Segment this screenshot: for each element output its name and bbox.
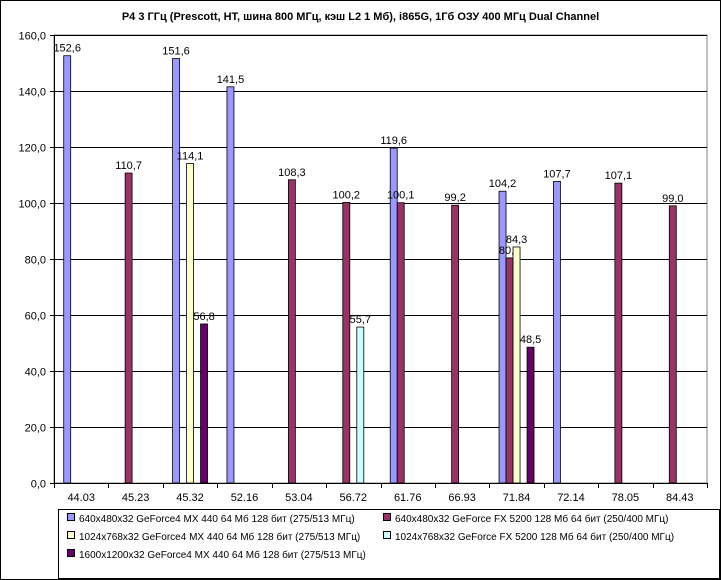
legend-item-5: 1600x1200x32 GeForce4 MX 440 64 Мб 128 б… <box>67 549 366 563</box>
data-label: 99,2 <box>444 192 465 204</box>
legend-item-2: 640x480x32 GeForce FX 5200 128 Мб 64 бит… <box>383 513 668 527</box>
data-label: 141,5 <box>217 74 245 86</box>
x-tick-label: 53.04 <box>285 492 313 504</box>
bar-s2-53.04 <box>287 179 296 484</box>
chart-title: P4 3 ГГц (Prescott, HT, шина 800 МГц, кэ… <box>121 11 600 23</box>
x-tick-label: 61.76 <box>394 492 422 504</box>
bar-s1-45.32 <box>172 58 180 484</box>
data-label: 108,3 <box>278 167 306 179</box>
data-label: 99,0 <box>662 193 683 205</box>
bar-s1-52.16 <box>226 86 235 484</box>
y-tick-label: 40,0 <box>25 367 46 379</box>
x-tick-label: 78.05 <box>612 492 640 504</box>
legend-label-4: 1024x768x32 GeForce FX 5200 128 Мб 64 би… <box>395 532 675 543</box>
data-label: 119,6 <box>380 135 407 147</box>
y-tick-label: 0,0 <box>31 479 46 491</box>
bar-s2-66.93 <box>451 204 460 484</box>
data-label: 110,7 <box>115 160 142 172</box>
bar-s2-56.72 <box>342 202 351 484</box>
x-tick-label: 45.32 <box>176 492 204 504</box>
y-tick-label: 140,0 <box>18 87 46 99</box>
data-label: 107,1 <box>605 170 633 182</box>
legend-swatch-4 <box>383 531 391 539</box>
data-label: 104,2 <box>489 178 517 190</box>
x-tick-label: 56.72 <box>340 492 368 504</box>
y-tick-label: 160,0 <box>18 31 46 43</box>
legend-swatch-3 <box>67 531 75 539</box>
legend-item-1: 640x480x32 GeForce4 MX 440 64 Мб 128 бит… <box>67 513 355 527</box>
y-tick-label: 120,0 <box>18 143 46 155</box>
x-tick-label: 84.43 <box>666 492 694 504</box>
data-label: 100,2 <box>333 189 361 201</box>
y-tick-label: 80,0 <box>25 255 46 267</box>
data-label: 48,5 <box>520 334 541 346</box>
legend-swatch-5 <box>67 549 75 557</box>
bar-s1-44.03 <box>63 55 72 484</box>
bar-s2-78.05 <box>614 182 623 484</box>
bar-s4-56.72 <box>356 326 365 484</box>
bar-s2-71.84 <box>505 257 514 484</box>
x-tick-label: 66.93 <box>448 492 476 504</box>
bar-s2-61.76 <box>396 202 405 484</box>
bar-s5-45.32 <box>200 323 208 484</box>
x-tick-label: 52.16 <box>231 492 259 504</box>
data-label: 152,6 <box>53 43 81 55</box>
legend-label-5: 1600x1200x32 GeForce4 MX 440 64 Мб 128 б… <box>79 550 366 561</box>
bar-s1-72.14 <box>553 181 561 484</box>
bar-s2-84.43 <box>668 205 677 484</box>
x-tick-label: 44.03 <box>67 492 95 504</box>
legend-item-4: 1024x768x32 GeForce FX 5200 128 Мб 64 би… <box>383 531 674 545</box>
bar-s5-71.84 <box>526 346 535 484</box>
data-label: 56,8 <box>193 311 214 323</box>
data-label: 84,3 <box>506 234 527 246</box>
legend-item-3: 1024x768x32 GeForce4 MX 440 64 Мб 128 би… <box>67 531 360 545</box>
data-label: 55,7 <box>350 314 371 326</box>
data-label: 100,1 <box>387 190 415 202</box>
y-tick-label: 60,0 <box>25 311 46 323</box>
legend-label-3: 1024x768x32 GeForce4 MX 440 64 Мб 128 би… <box>79 532 361 543</box>
bar-s3-45.32 <box>186 163 194 484</box>
data-label: 107,7 <box>543 168 571 180</box>
y-tick-label: 20,0 <box>25 423 46 435</box>
legend: 640x480x32 GeForce4 MX 440 64 Мб 128 бит… <box>58 509 720 579</box>
data-label: 151,6 <box>162 46 190 58</box>
x-tick-label: 45.23 <box>122 492 150 504</box>
y-tick-label: 100,0 <box>18 199 46 211</box>
legend-label-1: 640x480x32 GeForce4 MX 440 64 Мб 128 бит… <box>79 514 355 525</box>
legend-swatch-2 <box>383 513 391 521</box>
x-tick-label: 72.14 <box>557 492 585 504</box>
bar-s2-45.23 <box>124 172 133 484</box>
data-label: 114,1 <box>177 151 204 163</box>
bar-s3-71.84 <box>512 246 521 484</box>
legend-label-2: 640x480x32 GeForce FX 5200 128 Мб 64 бит… <box>395 514 669 525</box>
x-tick-label: 71.84 <box>503 492 531 504</box>
bar-chart: 0,0 20,0 40,0 60,0 80,0 100,0 120,0 140,0 160,0 4… <box>18 31 708 504</box>
legend-swatch-1 <box>67 513 75 521</box>
